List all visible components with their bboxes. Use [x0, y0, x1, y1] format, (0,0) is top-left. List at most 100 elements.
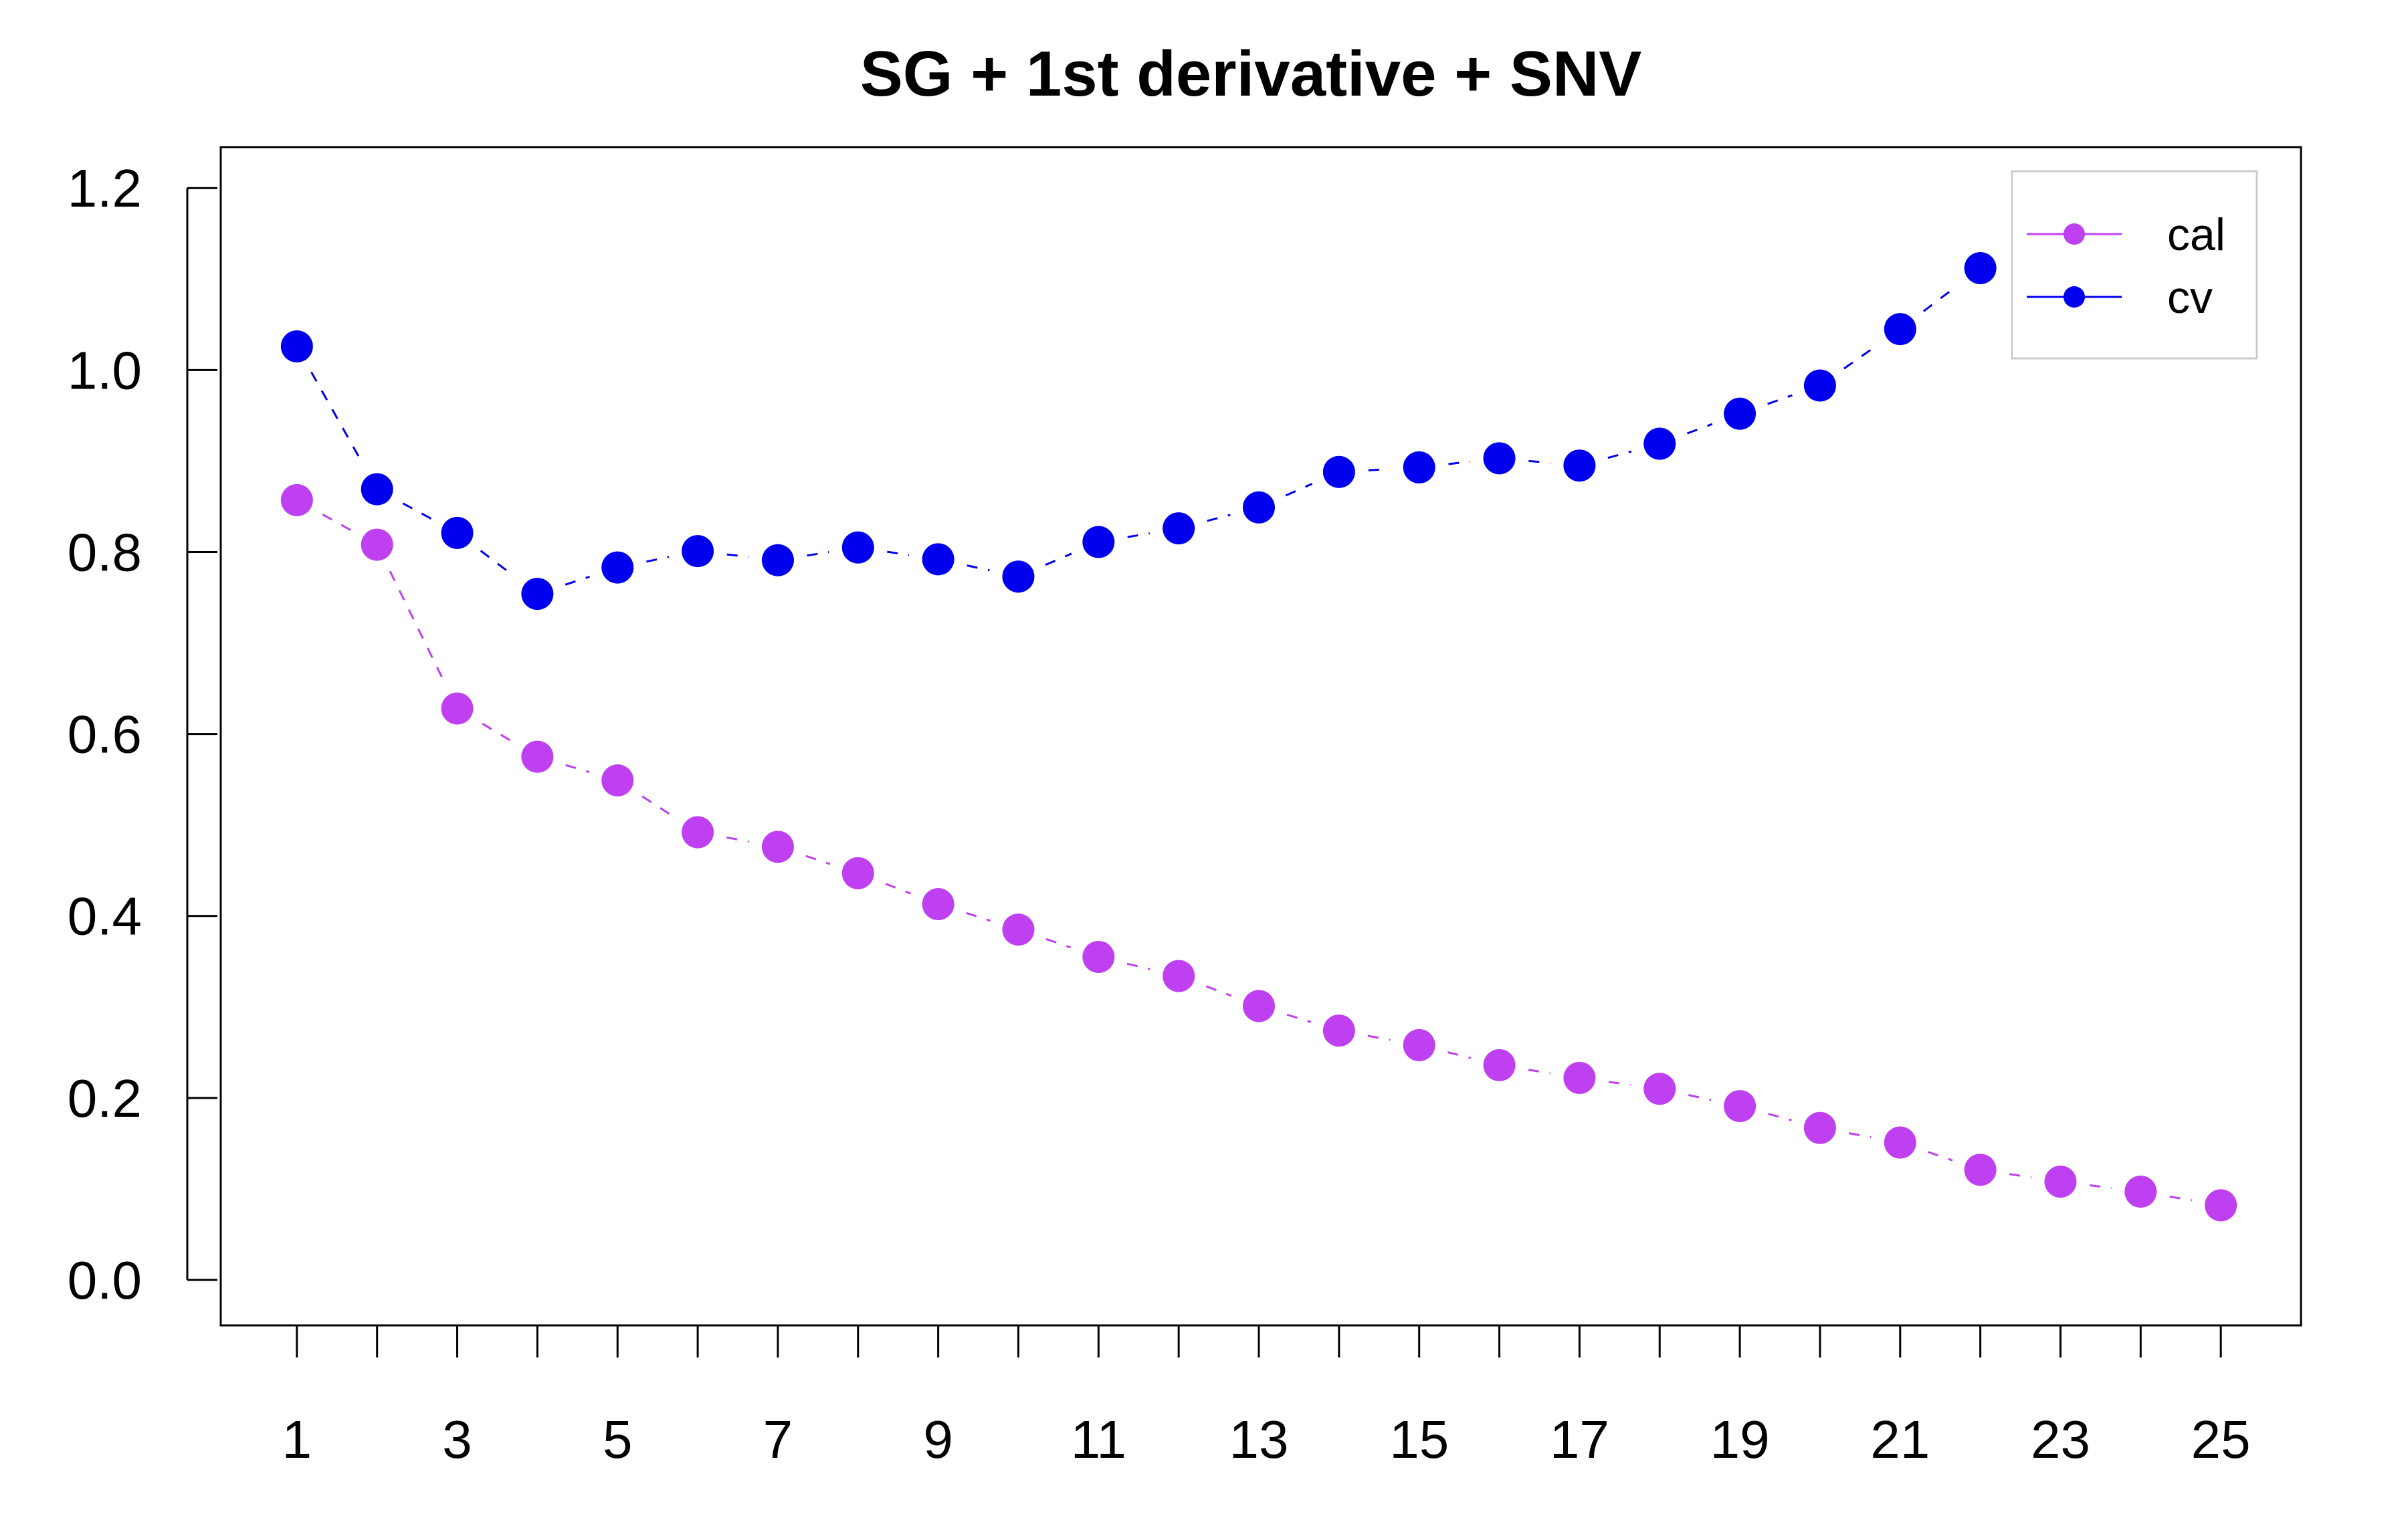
series-cv-segment: [402, 502, 432, 520]
series-cv-point: [761, 544, 794, 576]
x-axis: 1 3 5 7 9 11 13 15 17 19 21 23 25: [282, 1324, 2251, 1469]
series-cal-point: [1884, 1126, 1916, 1159]
series-cv-point: [1163, 512, 1195, 545]
series-cal-segment: [1045, 938, 1072, 949]
series-cal-point: [1163, 960, 1195, 992]
series-cal-point: [841, 857, 874, 889]
series-cal-segment: [2169, 1195, 2193, 1202]
series-cal-point: [2124, 1175, 2157, 1208]
series-cal-point: [280, 483, 313, 516]
x-tick-label: 7: [763, 1410, 793, 1469]
series-cv-segment: [310, 371, 364, 464]
series-cv-point: [441, 516, 474, 549]
series-cal-segment: [805, 855, 831, 865]
series-cv-point: [521, 578, 554, 611]
x-tick-label: 11: [1071, 1410, 1126, 1469]
x-tick-label: 13: [1229, 1410, 1289, 1469]
series-cv-point: [1563, 449, 1596, 482]
series-cv-segment: [967, 564, 990, 572]
series-cal-segment: [966, 911, 991, 922]
series-cv-point: [1724, 397, 1757, 430]
series-cv-point: [1884, 313, 1916, 346]
series-cal-point: [682, 816, 714, 849]
series-cv-segment: [1528, 459, 1550, 464]
x-tick-label: 5: [603, 1410, 633, 1469]
series-cv-point: [280, 330, 313, 362]
series-cv-point: [922, 543, 955, 576]
series-cal-segment: [726, 836, 749, 843]
series-cal-point: [1563, 1061, 1596, 1094]
series-cv-segment: [1045, 552, 1072, 566]
series-cv-segment: [1127, 532, 1150, 538]
legend-box: [2011, 170, 2258, 360]
y-tick-label: 1.2: [68, 158, 142, 218]
legend-marker-cal: [2064, 223, 2085, 245]
series-cal-segment: [1447, 1051, 1472, 1059]
x-tick-label: 23: [2031, 1410, 2090, 1469]
y-tick-label: 0.0: [68, 1251, 142, 1310]
series-cv-segment: [646, 556, 670, 563]
series-cv-segment: [726, 553, 749, 558]
series-cal-point: [1724, 1090, 1757, 1123]
series-cv-point: [841, 531, 874, 564]
y-tick-label: 0.8: [68, 522, 142, 582]
series-cal-segment: [1608, 1081, 1631, 1086]
series-cal-point: [1082, 940, 1115, 973]
series-cv-point: [1322, 455, 1355, 488]
series-cv-point: [601, 551, 634, 584]
x-tick-label: 21: [1870, 1410, 1930, 1469]
x-tick-label: 9: [923, 1410, 953, 1469]
series-cv-point: [1964, 251, 1997, 284]
series-cv-segment: [1843, 345, 1877, 370]
series-cal-point: [1243, 990, 1276, 1022]
series-cal-point: [1002, 913, 1035, 946]
series-cal-point: [922, 888, 955, 921]
series-cv-segment: [1922, 285, 1958, 312]
series-cv-segment: [1607, 450, 1632, 459]
series-cv-segment: [1368, 467, 1390, 471]
y-axis: 0.0 0.2 0.4 0.6 0.8 1.0 1.2: [68, 158, 217, 1310]
series-cal-segment: [1688, 1094, 1712, 1101]
x-tick-label: 25: [2191, 1410, 2251, 1469]
series-cal-segment: [1848, 1132, 1872, 1139]
series-cv-segment: [807, 551, 829, 557]
series-cal-segment: [565, 764, 590, 773]
series-cal-segment: [389, 570, 445, 683]
series-cv-point: [682, 535, 714, 568]
x-tick-label: 15: [1389, 1410, 1449, 1469]
series-cv-point: [1803, 369, 1836, 402]
y-tick-label: 1.0: [68, 340, 142, 400]
series-cv-point: [361, 473, 393, 506]
series-cal-segment: [1367, 1035, 1391, 1041]
legend-label-cal: cal: [2167, 209, 2225, 260]
series-cal-segment: [1205, 985, 1232, 997]
plot-frame: [219, 146, 2302, 1327]
series-cal-point: [441, 692, 474, 725]
series-cal-point: [2205, 1189, 2237, 1222]
series-cv-segment: [1686, 423, 1713, 435]
series-cal-segment: [482, 722, 513, 743]
x-tick-label: 17: [1550, 1410, 1609, 1469]
x-tick-label: 19: [1710, 1410, 1770, 1469]
series-layer: [280, 251, 2237, 1222]
legend-marker-cv: [2064, 286, 2085, 308]
series-cal-segment: [641, 795, 674, 817]
series-cv-segment: [565, 575, 590, 586]
series-cv-point: [1002, 560, 1035, 593]
series-cal-point: [361, 528, 393, 561]
series-cal-point: [1643, 1073, 1676, 1105]
series-cv: [280, 251, 1997, 611]
series-cv-segment: [1207, 514, 1231, 522]
series-cal-point: [761, 831, 794, 863]
series-cv-point: [1082, 526, 1115, 558]
x-tick-label: 1: [282, 1410, 312, 1469]
series-cal-point: [1964, 1154, 1997, 1186]
series-cal-segment: [885, 883, 912, 895]
y-tick-label: 0.6: [68, 705, 142, 764]
series-cal-point: [1803, 1111, 1836, 1144]
series-cal-segment: [1126, 962, 1150, 970]
series-cal-segment: [1768, 1113, 1792, 1121]
series-cal-point: [521, 740, 554, 773]
x-tick-label: 3: [442, 1410, 472, 1469]
series-cv-segment: [887, 550, 910, 556]
